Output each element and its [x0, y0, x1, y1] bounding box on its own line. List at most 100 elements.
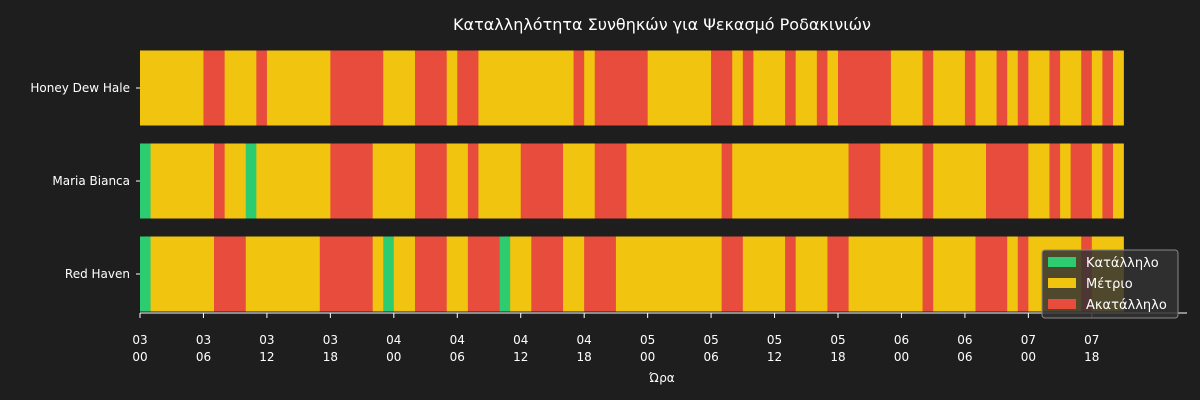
bar-segment-unsuitable: [414, 50, 447, 126]
x-tick-label: 12: [767, 350, 782, 364]
bar-segment-moderate: [1091, 143, 1103, 219]
x-tick-label: 12: [513, 350, 528, 364]
bar-segment-moderate: [933, 236, 976, 312]
y-axis: Honey Dew Hale Maria Bianca Red Haven: [30, 81, 140, 281]
bar-segment-moderate: [732, 50, 744, 126]
x-tick-label: 05: [830, 333, 845, 347]
bar-segment-suitable: [140, 143, 151, 219]
bar-segment-suitable: [383, 236, 395, 312]
bar-segment-unsuitable: [330, 143, 373, 219]
bar-segment-unsuitable: [922, 236, 934, 312]
bar-segment-moderate: [383, 50, 416, 126]
y-tick-label: Maria Bianca: [52, 174, 130, 188]
bar-segment-moderate: [1112, 143, 1124, 219]
bar-segment-moderate: [1091, 50, 1103, 126]
bar-segment-unsuitable: [816, 50, 828, 126]
bar-segment-moderate: [563, 143, 596, 219]
bar-segment-moderate: [266, 50, 331, 126]
bar-segment-moderate: [224, 50, 257, 126]
x-tick-label: 05: [640, 333, 655, 347]
bar-segment-moderate: [1060, 143, 1071, 219]
bar-segment-moderate: [827, 50, 839, 126]
bar-segment-unsuitable: [922, 50, 934, 126]
bar-segment-moderate: [256, 143, 331, 219]
bar-segment-unsuitable: [742, 50, 754, 126]
bar-segment-suitable: [140, 236, 151, 312]
bar-row: [140, 50, 1124, 126]
bar-segment-moderate: [1028, 143, 1050, 219]
x-tick-label: 07: [1084, 333, 1099, 347]
bar-segment-moderate: [753, 50, 786, 126]
bar-segment-moderate: [446, 143, 469, 219]
x-tick-label: 00: [386, 350, 401, 364]
x-tick-label: 06: [894, 333, 909, 347]
bar-segment-unsuitable: [520, 143, 564, 219]
x-tick-label: 18: [577, 350, 592, 364]
x-tick-label: 05: [703, 333, 718, 347]
x-tick-label: 04: [513, 333, 528, 347]
bar-segment-unsuitable: [721, 143, 733, 219]
bar-segment-moderate: [584, 50, 596, 126]
x-tick-label: 07: [1021, 333, 1036, 347]
bar-segment-unsuitable: [1017, 236, 1029, 312]
bar-segment-moderate: [372, 143, 416, 219]
bar-segment-unsuitable: [848, 143, 881, 219]
bar-segment-moderate: [848, 236, 923, 312]
bar-segment-moderate: [975, 50, 997, 126]
bar-segment-unsuitable: [256, 50, 268, 126]
bar-segment-suitable: [245, 143, 257, 219]
bar-segment-moderate: [742, 236, 786, 312]
bar-segment-unsuitable: [1017, 50, 1029, 126]
bars-layer: [140, 50, 1124, 312]
bar-segment-unsuitable: [467, 143, 479, 219]
x-tick-label: 00: [132, 350, 147, 364]
bar-segment-unsuitable: [838, 50, 892, 126]
legend-swatch-moderate: [1048, 278, 1076, 288]
bar-segment-moderate: [150, 236, 215, 312]
x-tick-label: 00: [894, 350, 909, 364]
bar-segment-unsuitable: [214, 143, 225, 219]
bar-segment-moderate: [478, 50, 574, 126]
bar-segment-moderate: [478, 143, 522, 219]
x-tick-label: 06: [196, 350, 211, 364]
bar-segment-unsuitable: [531, 236, 564, 312]
x-tick-label: 03: [259, 333, 274, 347]
bar-segment-unsuitable: [827, 236, 849, 312]
bar-segment-unsuitable: [964, 50, 976, 126]
bar-segment-moderate: [933, 143, 987, 219]
bar-segment-suitable: [499, 236, 511, 312]
bar-segment-unsuitable: [594, 50, 648, 126]
chart-title: Καταλληλότητα Συνθηκών για Ψεκασμό Ροδακ…: [453, 15, 871, 34]
bar-segment-unsuitable: [1070, 143, 1093, 219]
bar-segment-moderate: [1028, 50, 1050, 126]
bar-segment-moderate: [890, 50, 923, 126]
legend-swatch-suitable: [1048, 257, 1076, 267]
bar-segment-moderate: [795, 50, 818, 126]
x-axis: 03 00 03 06 03 12 03 18 04 00 04 06 04 12 04 18 05 00 05 06…: [132, 313, 1099, 364]
bar-segment-moderate: [393, 236, 416, 312]
bar-segment-moderate: [795, 236, 828, 312]
bar-segment-moderate: [647, 50, 712, 126]
x-tick-label: 04: [577, 333, 592, 347]
bar-segment-moderate: [224, 143, 247, 219]
x-tick-label: 05: [767, 333, 782, 347]
bar-segment-moderate: [1112, 50, 1124, 126]
x-tick-label: 06: [957, 333, 972, 347]
x-tick-label: 06: [703, 350, 718, 364]
bar-segment-unsuitable: [1102, 143, 1114, 219]
legend-label-suitable: Κατάλληλο: [1086, 256, 1159, 271]
x-tick-label: 12: [259, 350, 274, 364]
bar-segment-moderate: [372, 236, 384, 312]
x-tick-label: 03: [196, 333, 211, 347]
x-tick-label: 04: [386, 333, 401, 347]
bar-segment-unsuitable: [414, 236, 447, 312]
bar-segment-unsuitable: [414, 143, 447, 219]
x-tick-label: 18: [323, 350, 338, 364]
bar-segment-moderate: [1060, 50, 1082, 126]
bar-segment-moderate: [510, 236, 532, 312]
bar-segment-unsuitable: [1102, 50, 1114, 126]
bar-segment-unsuitable: [214, 236, 247, 312]
x-tick-label: 18: [830, 350, 845, 364]
bar-segment-unsuitable: [457, 50, 479, 126]
